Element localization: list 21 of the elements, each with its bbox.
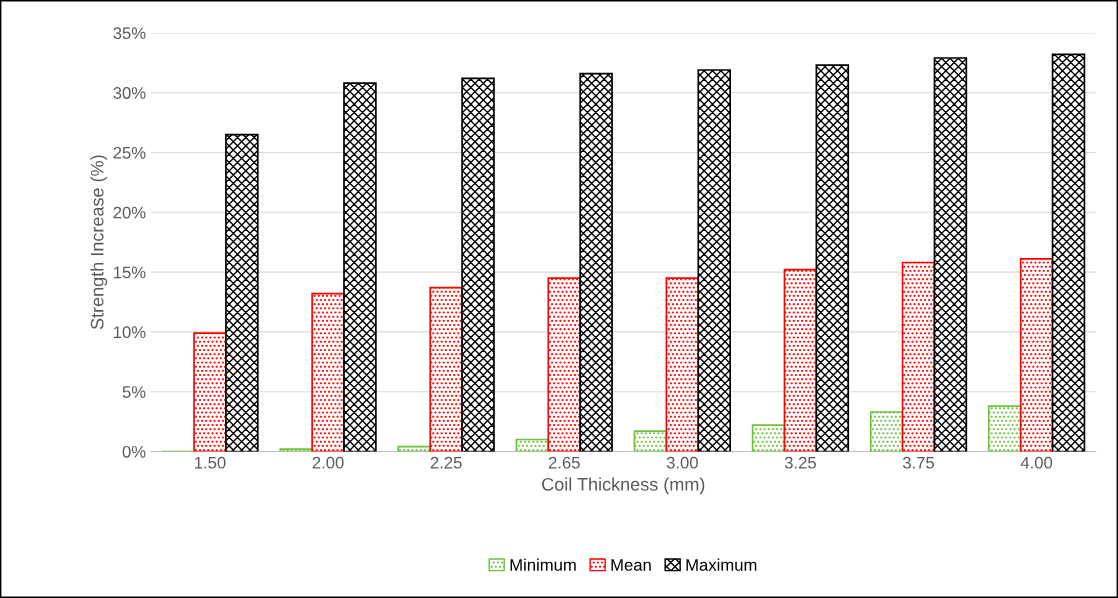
legend-label: Maximum bbox=[686, 558, 757, 571]
x-tick-label: 2.25 bbox=[430, 456, 462, 469]
x-tick-label: 3.00 bbox=[666, 456, 698, 469]
x-tick-label: 3.75 bbox=[902, 456, 935, 469]
y-tick-label: 15% bbox=[113, 266, 146, 279]
y-axis-title: Strength Increase (%) bbox=[90, 155, 108, 330]
x-tick-label: 2.00 bbox=[312, 456, 344, 469]
y-tick-label: 20% bbox=[113, 206, 146, 219]
y-tick-label: 10% bbox=[113, 326, 146, 339]
x-axis-title: Coil Thickness (mm) bbox=[542, 477, 705, 495]
y-tick-label: 5% bbox=[122, 386, 146, 398]
x-tick-label: 3.25 bbox=[784, 456, 816, 469]
x-tick-label: 1.50 bbox=[195, 456, 226, 469]
x-tick-label: 4.00 bbox=[1020, 456, 1053, 469]
x-tick-label: 2.65 bbox=[548, 456, 580, 469]
y-tick-label: 35% bbox=[113, 27, 146, 40]
legend-label: Mean bbox=[611, 559, 651, 571]
y-tick-label: 0% bbox=[122, 445, 146, 458]
legend-label: Minimum bbox=[510, 558, 576, 571]
y-tick-label: 30% bbox=[113, 87, 146, 99]
y-tick-label: 25% bbox=[113, 146, 146, 159]
